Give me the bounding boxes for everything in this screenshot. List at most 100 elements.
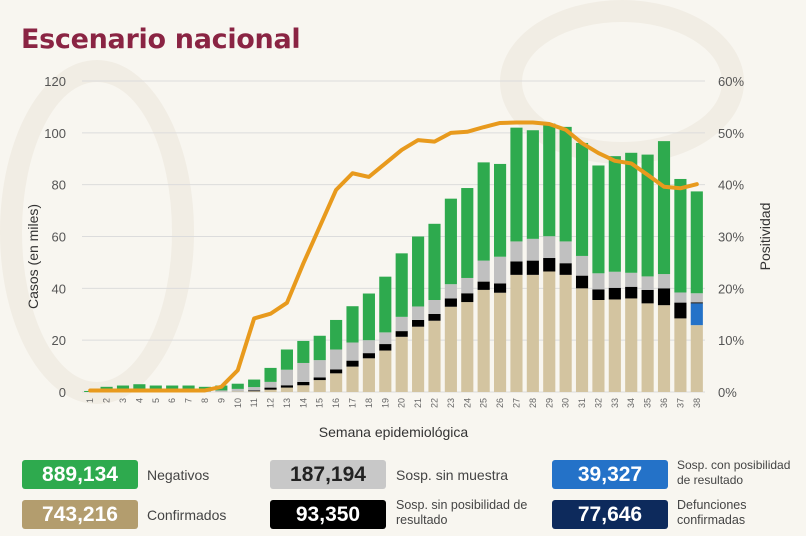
bar-sosp_sin_posibilidad [559, 263, 572, 275]
bar-negativos [166, 385, 179, 392]
x-tick-label: 1 [85, 398, 95, 403]
bar-negativos [461, 188, 474, 278]
bar-negativos [575, 142, 589, 256]
bar-sosp_sin_muestra [379, 332, 392, 345]
bar-sosp_sin_muestra [444, 284, 457, 299]
bar-sosp_sin_posibilidad [379, 344, 392, 351]
bar-sosp_sin_posibilidad [297, 381, 310, 386]
bar-negativos [297, 340, 310, 363]
x-tick-label: 3 [118, 398, 128, 403]
bar-sosp_sin_muestra [395, 316, 408, 332]
bar-confirmados [330, 373, 343, 392]
bar-sosp_sin_muestra [657, 274, 671, 289]
y-axis-label: Casos (en miles) [25, 204, 41, 309]
bar-sosp_con_posibilidad [690, 303, 703, 326]
bar-confirmados [379, 350, 392, 392]
bar-negativos [149, 385, 162, 392]
bar-negativos [608, 156, 621, 272]
bar-confirmados [477, 289, 490, 392]
bar-negativos [625, 152, 638, 273]
bar-confirmados [543, 271, 556, 392]
bar-sosp_sin_posibilidad [477, 281, 490, 290]
bar-confirmados [625, 298, 638, 392]
bar-negativos [362, 293, 375, 341]
bar-sosp_sin_muestra [575, 255, 589, 276]
bar-sosp_sin_posibilidad [510, 261, 523, 275]
bar-negativos [428, 223, 441, 300]
x-tick-label: 10 [233, 398, 243, 408]
bar-confirmados [412, 326, 425, 392]
bar-confirmados [444, 306, 457, 392]
bar-confirmados [592, 299, 605, 392]
bar-sosp_sin_muestra [346, 342, 359, 361]
x-tick-label: 21 [413, 398, 423, 408]
bar-confirmados [674, 318, 687, 392]
x-tick-label: 37 [675, 398, 685, 408]
y2-axis-label: Positividad [757, 203, 773, 271]
bar-sosp_sin_posibilidad [641, 289, 654, 304]
x-tick-label: 23 [446, 398, 456, 408]
bar-confirmados [248, 391, 261, 392]
bar-negativos [641, 154, 654, 277]
x-tick-label: 29 [544, 398, 554, 408]
bar-sosp_sin_muestra [559, 241, 572, 264]
bar-sosp_sin_muestra [543, 236, 556, 259]
sosp-con-posibilidad-label: Sosp. con posibilidad de resultado [677, 458, 791, 487]
positividad-line [88, 120, 699, 393]
x-tick-label: 22 [429, 398, 439, 408]
bar-negativos [657, 141, 671, 275]
x-tick-label: 20 [397, 398, 407, 408]
bar-confirmados [264, 389, 277, 392]
bar-sosp_sin_posibilidad [444, 298, 457, 307]
sosp-sin-muestra-label: Sosp. sin muestra [396, 467, 509, 483]
sosp-con-posibilidad-card: 39,327 [552, 460, 668, 489]
y2-tick-label: 10% [718, 333, 744, 348]
bar-negativos [231, 383, 244, 389]
bar-sosp_sin_posibilidad [493, 283, 507, 293]
bar-sosp_sin_muestra [428, 299, 441, 314]
bar-sosp_sin_muestra [461, 277, 474, 294]
bar-confirmados [641, 303, 654, 392]
x-tick-label: 17 [348, 398, 358, 408]
bar-confirmados [297, 385, 310, 392]
bar-sosp_sin_muestra [641, 276, 654, 290]
bar-negativos [395, 253, 408, 317]
defunciones-label: Defunciones confirmadas [677, 498, 747, 527]
bar-negativos [313, 335, 326, 361]
bar-confirmados [313, 380, 326, 392]
bar-negativos [379, 276, 392, 333]
x-tick-label: 28 [528, 398, 538, 408]
y-tick-label: 0 [59, 385, 66, 400]
bar-sosp_sin_muestra [625, 272, 638, 287]
bar-negativos [444, 198, 457, 285]
confirmados-card: 743,216 [22, 500, 138, 529]
bar-sosp_sin_muestra [280, 369, 294, 386]
bar-negativos [116, 385, 130, 392]
x-tick-label: 30 [561, 398, 571, 408]
bar-sosp_sin_muestra [248, 387, 261, 391]
bar-negativos [330, 319, 343, 350]
bar-negativos [248, 379, 261, 388]
bar-sosp_sin_muestra [264, 381, 277, 388]
bar-sosp_sin_muestra [608, 271, 621, 288]
x-tick-label: 14 [298, 398, 308, 408]
bar-sosp_sin_muestra [477, 260, 490, 282]
confirmados-label: Confirmados [147, 507, 227, 523]
bar-sosp_sin_muestra [215, 390, 228, 392]
bar-negativos [182, 385, 195, 392]
x-tick-label: 19 [380, 398, 390, 408]
bar-sosp_sin_posibilidad [690, 302, 703, 304]
bar-negativos [690, 191, 703, 294]
y2-tick-label: 30% [718, 230, 744, 245]
bar-sosp_sin_posibilidad [674, 302, 687, 319]
x-tick-label: 12 [266, 398, 276, 408]
defunciones-card: 77,646 [552, 500, 668, 529]
bar-sosp_sin_posibilidad [362, 353, 375, 359]
bar-sosp_sin_posibilidad [526, 260, 539, 275]
x-tick-label: 15 [315, 398, 325, 408]
bar-sosp_sin_posibilidad [592, 289, 605, 300]
x-tick-label: 16 [331, 398, 341, 408]
x-tick-label: 5 [151, 398, 161, 403]
bar-negativos [510, 127, 523, 242]
